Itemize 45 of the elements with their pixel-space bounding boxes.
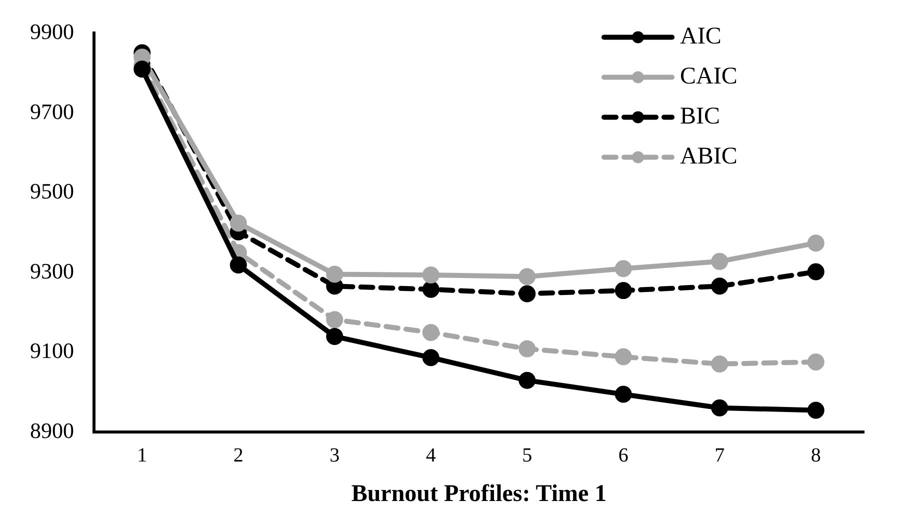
x-tick-label: 2	[233, 444, 244, 466]
y-tick-label: 9700	[30, 98, 74, 124]
x-tick-label: 5	[522, 444, 532, 466]
x-tick-label: 7	[714, 444, 725, 466]
y-tick-label: 9100	[30, 338, 74, 364]
legend-label: AIC	[680, 23, 722, 50]
point	[711, 399, 728, 416]
point	[614, 386, 632, 403]
point	[614, 282, 632, 300]
point	[422, 349, 440, 366]
x-tick-label: 4	[426, 444, 436, 466]
point	[807, 263, 824, 280]
point	[711, 252, 728, 270]
point	[518, 340, 536, 358]
point	[326, 311, 344, 328]
y-tick-label: 8900	[30, 418, 74, 443]
y-tick-label: 9300	[30, 258, 74, 284]
point	[807, 353, 824, 370]
point	[711, 278, 728, 295]
point	[230, 256, 247, 274]
x-tick-label: 1	[137, 444, 148, 466]
legend-label: BIC	[680, 103, 720, 130]
y-tick-label: 9500	[30, 178, 74, 204]
y-tick-label: 9900	[30, 18, 74, 44]
point	[134, 60, 151, 78]
point	[230, 214, 247, 232]
x-axis-title: Burnout Profiles: Time 1	[351, 480, 607, 507]
x-tick-label: 3	[330, 444, 340, 466]
point	[518, 268, 536, 286]
point	[614, 260, 632, 278]
x-tick-label: 8	[810, 444, 821, 466]
point	[807, 234, 824, 252]
x-tick-label: 6	[618, 444, 628, 466]
point	[711, 355, 728, 372]
point	[326, 328, 344, 345]
point	[422, 324, 440, 341]
point	[518, 285, 536, 302]
legend-label: CAIC	[680, 63, 738, 90]
point	[518, 372, 536, 389]
legend-label: ABIC	[680, 143, 738, 170]
point	[422, 266, 440, 284]
point	[422, 280, 440, 298]
point	[614, 348, 632, 366]
point	[807, 402, 824, 419]
point	[326, 266, 344, 283]
